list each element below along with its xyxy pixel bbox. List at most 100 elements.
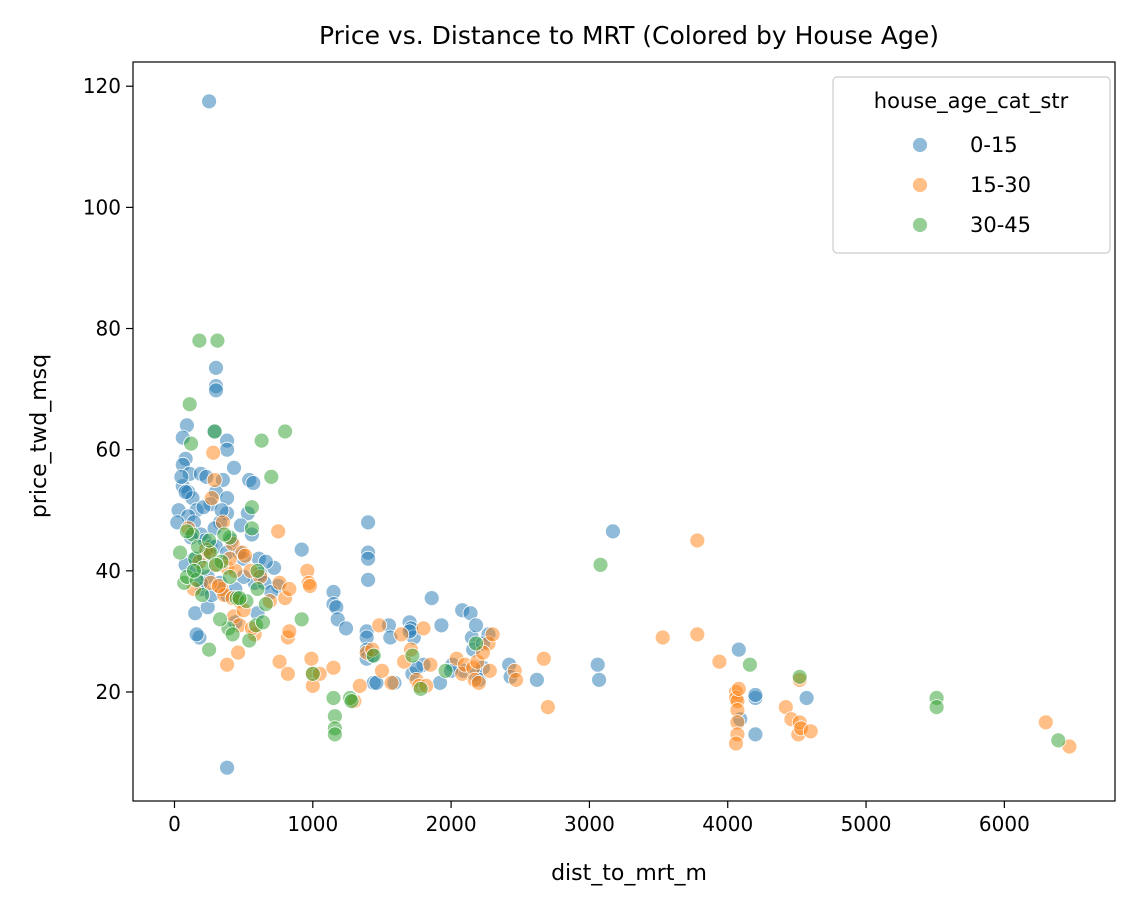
data-point bbox=[178, 523, 195, 540]
data-point bbox=[293, 611, 310, 628]
data-point bbox=[173, 468, 190, 485]
x-tick-label: 3000 bbox=[564, 812, 615, 836]
data-point bbox=[249, 562, 266, 579]
data-point bbox=[177, 484, 194, 501]
data-point bbox=[270, 523, 287, 540]
data-point bbox=[172, 544, 188, 561]
data-point bbox=[206, 472, 223, 488]
data-point bbox=[535, 650, 552, 667]
data-point bbox=[422, 656, 439, 673]
data-point bbox=[360, 572, 377, 588]
data-point bbox=[188, 626, 205, 643]
x-tick-label: 2000 bbox=[426, 812, 477, 836]
chart-title: Price vs. Distance to MRT (Colored by Ho… bbox=[319, 21, 939, 50]
data-point bbox=[540, 699, 556, 715]
data-point bbox=[433, 617, 450, 634]
data-point bbox=[415, 620, 432, 637]
data-point bbox=[689, 532, 706, 549]
data-point bbox=[208, 382, 224, 399]
data-point bbox=[928, 699, 945, 715]
y-axis-ticks: 20 40 60 80 100 120 bbox=[83, 74, 133, 704]
data-point bbox=[255, 614, 271, 631]
data-point bbox=[302, 578, 318, 594]
data-point bbox=[1037, 714, 1054, 731]
x-tick-label: 5000 bbox=[841, 812, 892, 836]
data-point bbox=[412, 681, 429, 697]
data-point bbox=[205, 444, 222, 461]
legend-marker bbox=[912, 217, 928, 233]
data-point bbox=[253, 432, 270, 449]
data-point bbox=[325, 659, 342, 676]
legend-title: house_age_cat_str bbox=[874, 89, 1069, 114]
data-point bbox=[183, 435, 200, 452]
y-tick-label: 120 bbox=[83, 74, 121, 98]
data-point bbox=[201, 532, 218, 549]
x-tick-label: 4000 bbox=[702, 812, 753, 836]
data-point bbox=[338, 620, 354, 637]
data-point bbox=[383, 675, 400, 691]
data-point bbox=[343, 693, 360, 709]
data-point bbox=[201, 93, 218, 110]
data-point bbox=[293, 541, 310, 558]
data-point bbox=[351, 678, 368, 694]
x-tick-label: 0 bbox=[168, 812, 181, 836]
data-point bbox=[304, 665, 321, 682]
data-point bbox=[206, 423, 223, 440]
data-point bbox=[216, 526, 233, 543]
data-point bbox=[326, 726, 343, 743]
legend-marker bbox=[912, 137, 928, 153]
data-point bbox=[203, 490, 220, 507]
data-point bbox=[470, 675, 487, 691]
x-tick-label: 1000 bbox=[287, 812, 338, 836]
x-tick-label: 6000 bbox=[979, 812, 1030, 836]
data-point bbox=[689, 626, 706, 643]
plot-points bbox=[169, 93, 1078, 776]
data-point bbox=[730, 681, 747, 697]
y-tick-label: 20 bbox=[96, 680, 121, 704]
y-axis-label: price_twd_msq bbox=[27, 354, 52, 518]
data-point bbox=[468, 635, 484, 652]
data-point bbox=[730, 641, 747, 658]
data-point bbox=[237, 547, 253, 564]
data-point bbox=[529, 672, 545, 688]
data-point bbox=[271, 653, 288, 670]
data-point bbox=[742, 656, 758, 673]
legend-box bbox=[832, 76, 1111, 254]
data-point bbox=[589, 656, 606, 673]
data-point bbox=[484, 626, 501, 643]
data-point bbox=[802, 723, 819, 740]
data-point bbox=[208, 556, 224, 573]
y-tick-label: 60 bbox=[96, 438, 121, 462]
data-point bbox=[185, 562, 202, 579]
legend-label: 15-30 bbox=[970, 173, 1031, 197]
data-point bbox=[209, 332, 226, 349]
data-point bbox=[208, 359, 224, 376]
data-point bbox=[257, 596, 274, 612]
data-point bbox=[728, 735, 744, 752]
plot-frame bbox=[132, 61, 1116, 802]
data-point bbox=[194, 587, 211, 603]
data-point bbox=[605, 523, 621, 540]
data-point bbox=[243, 520, 260, 537]
data-point bbox=[404, 647, 421, 664]
data-point bbox=[423, 590, 440, 606]
data-point bbox=[508, 672, 524, 688]
data-point bbox=[201, 641, 218, 658]
data-point bbox=[230, 644, 247, 661]
data-point bbox=[281, 623, 298, 640]
legend-entries: 0-15 15-30 30-45 bbox=[912, 133, 1031, 237]
data-point bbox=[325, 690, 342, 706]
legend: house_age_cat_str 0-15 15-30 30-45 bbox=[832, 76, 1111, 254]
data-point bbox=[591, 672, 607, 688]
data-point bbox=[374, 662, 390, 679]
x-axis-label: dist_to_mrt_m bbox=[551, 861, 707, 886]
data-point bbox=[279, 665, 296, 682]
data-point bbox=[219, 656, 236, 673]
data-point bbox=[747, 726, 764, 743]
data-point bbox=[212, 611, 229, 628]
data-point bbox=[219, 441, 236, 458]
data-point bbox=[468, 617, 484, 634]
data-point bbox=[224, 626, 241, 643]
data-point bbox=[231, 590, 248, 606]
